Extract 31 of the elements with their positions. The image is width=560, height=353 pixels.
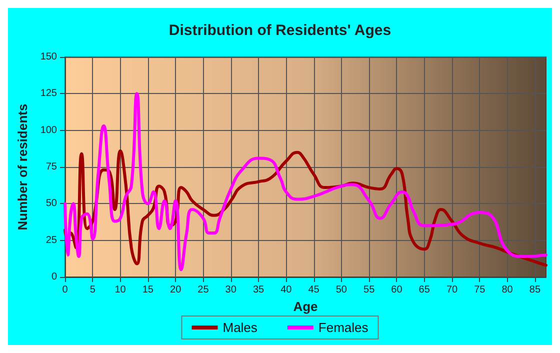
x-tick-label: 0 <box>62 284 68 296</box>
y-tick-label: 75 <box>46 162 58 172</box>
x-tick-label: 50 <box>336 284 348 296</box>
x-tick-label: 35 <box>252 284 265 296</box>
x-tick-label: 40 <box>280 284 292 296</box>
x-tick-label: 55 <box>364 284 376 296</box>
x-tick-label: 75 <box>474 284 486 296</box>
x-tick-label: 45 <box>308 284 320 296</box>
y-tick-label: 150 <box>40 52 58 62</box>
x-tick-label: 15 <box>142 284 154 296</box>
y-tick-label: 0 <box>51 272 58 282</box>
x-tick-label: 20 <box>170 284 182 296</box>
y-tick-label: 125 <box>40 88 58 100</box>
x-tick-label: 10 <box>114 284 126 296</box>
x-axis-title: Age <box>293 298 318 314</box>
chart-title: Distribution of Residents' Ages <box>168 22 392 39</box>
legend-label: Females <box>318 320 369 335</box>
y-tick-label: 50 <box>46 198 58 210</box>
x-tick-label: 25 <box>198 284 210 296</box>
legend-label: Males <box>222 320 258 335</box>
x-tick-label: 80 <box>502 284 514 296</box>
x-tick-label: 85 <box>529 284 541 296</box>
x-tick-label: 5 <box>90 284 96 296</box>
x-tick-label: 30 <box>225 284 237 296</box>
x-tick-label: 65 <box>418 284 430 296</box>
x-tick-label: 60 <box>391 284 403 296</box>
line-series <box>64 92 548 272</box>
y-tick-label: 100 <box>40 124 58 136</box>
y-axis-title: Number of residents <box>15 104 30 230</box>
x-tick-label: 70 <box>446 284 458 296</box>
y-tick-label: 25 <box>46 234 58 246</box>
